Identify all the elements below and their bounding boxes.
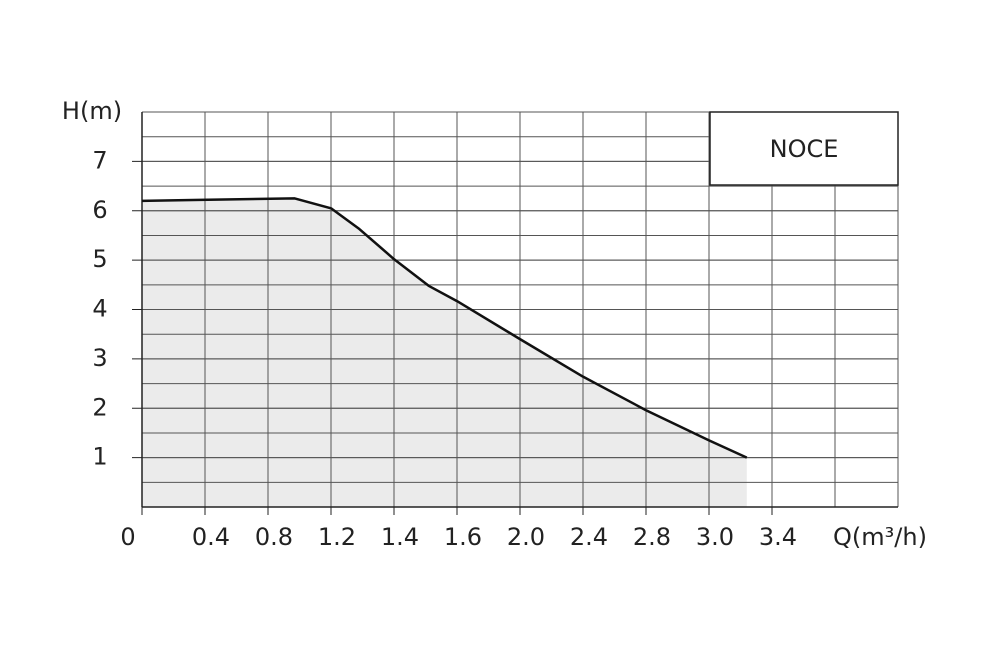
x-tick-label: 2.4	[570, 523, 608, 551]
x-tick-label: 3.0	[696, 523, 734, 551]
x-tick-label: 0.8	[255, 523, 293, 551]
x-tick-label: 2.8	[633, 523, 671, 551]
x-tick-label: 1.6	[444, 523, 482, 551]
x-tick-label: 1.2	[318, 523, 356, 551]
x-tick-label: 3.4	[759, 523, 797, 551]
y-tick-label: 7	[92, 146, 107, 174]
area-layer	[142, 198, 747, 507]
y-tick-label: 2	[92, 393, 107, 421]
x-tick-label: 0.4	[192, 523, 230, 551]
y-axis-label: H(m)	[62, 97, 122, 125]
grid-layer	[132, 111, 899, 515]
y-tick-label: 3	[92, 344, 107, 372]
y-tick-label: 5	[92, 245, 107, 273]
y-tick-label: 6	[92, 196, 107, 224]
x-axis-label: Q(m³/h)	[833, 523, 927, 551]
legend-box	[709, 111, 899, 186]
y-tick-label: 4	[92, 295, 107, 323]
y-tick-label: 1	[92, 443, 107, 471]
x-tick-label: 2.0	[507, 523, 545, 551]
area	[142, 198, 747, 507]
line	[141, 197, 748, 459]
x-tick-label: 1.4	[381, 523, 419, 551]
x-tick-label: 0	[120, 523, 135, 551]
legend-label: NOCE	[770, 135, 839, 163]
